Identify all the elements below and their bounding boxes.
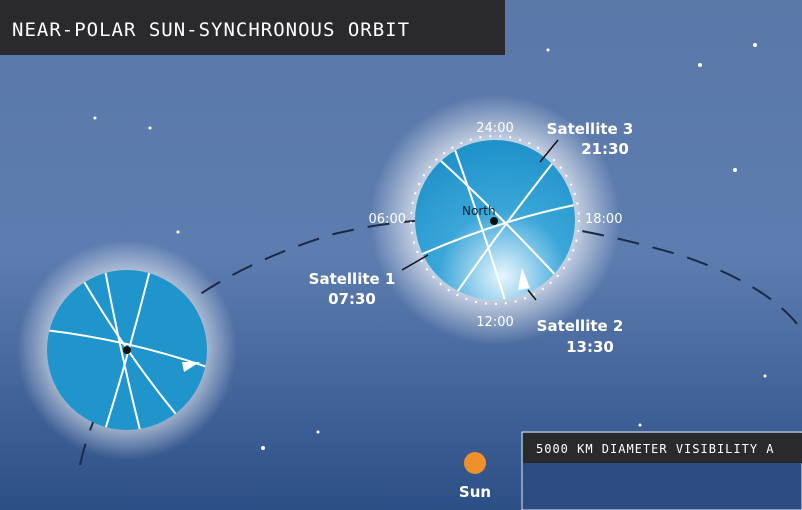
- leader: [401, 254, 429, 271]
- satellite-name: Satellite 3: [547, 120, 634, 138]
- sun: [464, 452, 486, 474]
- panel-header: [523, 433, 802, 463]
- title-box: [0, 0, 505, 55]
- north-label: North: [462, 204, 496, 218]
- pole: [123, 346, 131, 354]
- satellite-name: Satellite 2: [537, 317, 624, 335]
- leader: [527, 289, 537, 301]
- satellite-arrow: [182, 362, 200, 372]
- leader: [539, 139, 559, 163]
- panel-title: 5000 KM DIAMETER VISIBILITY A: [536, 442, 775, 456]
- sun-label: Sun: [459, 483, 491, 501]
- clock-label: 06:00: [369, 212, 406, 227]
- clock-label: 12:00: [476, 315, 513, 330]
- orbit-tracks: [47, 270, 207, 430]
- satellite-name: Satellite 1: [309, 270, 396, 288]
- orbit-tracks: [419, 149, 575, 300]
- clock-label: 24:00: [476, 121, 513, 136]
- satellite-time: 13:30: [566, 338, 614, 356]
- clock-ring: [410, 135, 580, 305]
- satellite-time: 21:30: [581, 140, 629, 158]
- stars: [93, 43, 767, 450]
- pole: [490, 217, 498, 225]
- satellite-arrow: [518, 268, 530, 290]
- title: NEAR-POLAR SUN-SYNCHRONOUS ORBIT: [12, 19, 410, 41]
- clock-label: 18:00: [585, 212, 622, 227]
- satellite-time: 07:30: [328, 290, 376, 308]
